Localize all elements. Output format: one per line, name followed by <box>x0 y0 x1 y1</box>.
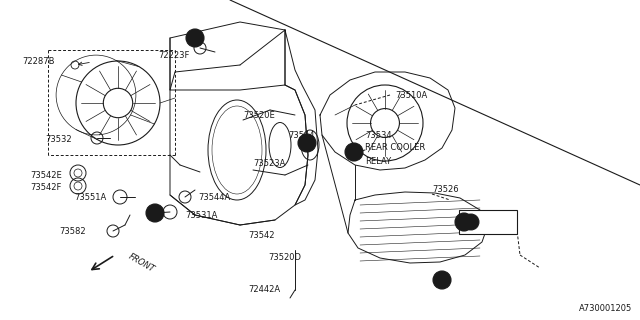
Text: 72223F: 72223F <box>158 51 189 60</box>
Text: 73582: 73582 <box>60 228 86 236</box>
Text: REAR COOLER: REAR COOLER <box>365 143 425 153</box>
Text: 73542: 73542 <box>248 231 275 241</box>
Circle shape <box>463 214 479 230</box>
Text: 1: 1 <box>153 210 157 216</box>
Text: 73542E: 73542E <box>30 171 62 180</box>
Text: A730001205: A730001205 <box>579 304 632 313</box>
Text: 72442A: 72442A <box>248 285 280 294</box>
Text: 1: 1 <box>305 140 309 146</box>
Text: 1: 1 <box>440 277 444 283</box>
Text: 73544A: 73544A <box>198 194 230 203</box>
Text: 73520E: 73520E <box>243 110 275 119</box>
Text: 73551A: 73551A <box>75 194 107 203</box>
Circle shape <box>433 271 451 289</box>
Text: 73523A: 73523A <box>253 158 285 167</box>
Text: 73544: 73544 <box>288 131 314 140</box>
Circle shape <box>455 213 473 231</box>
FancyBboxPatch shape <box>459 210 517 234</box>
Text: 73526: 73526 <box>432 186 459 195</box>
Text: 73510A: 73510A <box>395 91 428 100</box>
Circle shape <box>146 204 164 222</box>
Text: 73531A: 73531A <box>185 211 218 220</box>
Text: 73542F: 73542F <box>31 183 62 193</box>
Text: 73485: 73485 <box>482 218 509 227</box>
Text: FRONT: FRONT <box>127 252 156 274</box>
Circle shape <box>298 134 316 152</box>
Text: 1: 1 <box>461 219 467 225</box>
Text: 1: 1 <box>468 219 473 225</box>
Text: RELAY: RELAY <box>365 156 391 165</box>
Text: 73520D: 73520D <box>268 253 301 262</box>
Circle shape <box>186 29 204 47</box>
Text: 1: 1 <box>193 35 197 41</box>
Text: 72287B: 72287B <box>22 58 55 67</box>
Text: 1: 1 <box>352 149 356 155</box>
Circle shape <box>345 143 363 161</box>
Text: 73532: 73532 <box>45 135 72 145</box>
Text: 73534: 73534 <box>365 131 392 140</box>
